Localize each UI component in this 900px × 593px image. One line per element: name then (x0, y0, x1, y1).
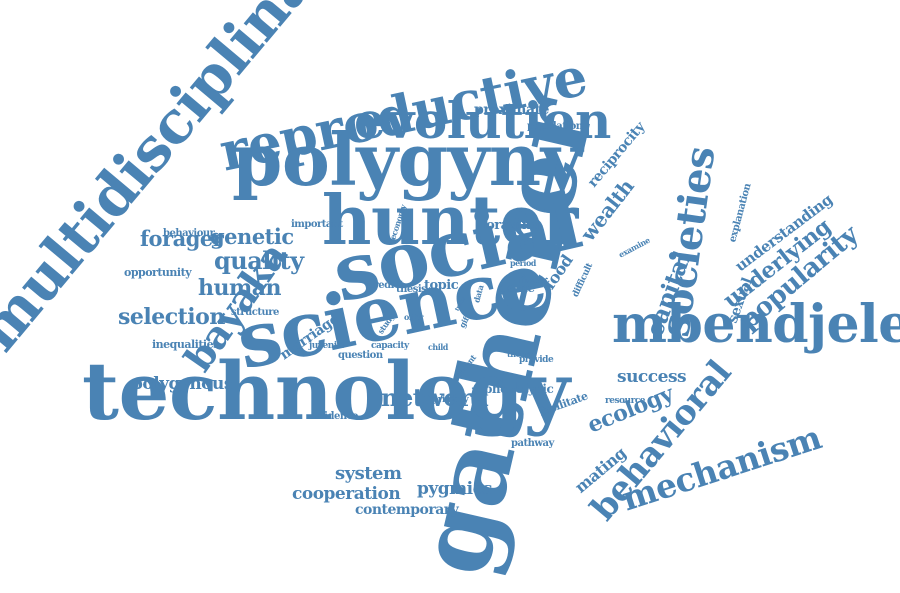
word-population: population (527, 121, 583, 132)
word-polygynous: polygynous (131, 374, 233, 394)
word-primary: primary (432, 395, 469, 405)
word-pathway: pathway (511, 438, 554, 449)
word-inequalities: inequalities (152, 338, 219, 351)
word-examine: examine (616, 234, 652, 260)
word-hunter: hunter (322, 181, 578, 261)
word-resource: resource (605, 396, 646, 406)
word-forager: forager (140, 226, 224, 251)
word-network: network (381, 383, 488, 412)
word-polygyny: polygyny (232, 117, 582, 202)
word-thesis: thesis (396, 284, 427, 295)
word-structure: structure (231, 307, 279, 318)
word-capacity: capacity (371, 341, 409, 351)
word-proximate: proximate (474, 102, 549, 118)
word-explanation: explanation (727, 182, 754, 244)
word-evidence: evidence (313, 411, 359, 422)
word-period: period (510, 258, 536, 268)
word-mbendjele: mbendjele (612, 294, 900, 355)
word-important: important (291, 219, 343, 230)
word-behaviour: behaviour (163, 228, 215, 239)
word-phenotypic: phenotypic (484, 382, 554, 396)
word-evolution: evolution (354, 91, 611, 150)
word-quality: quality (214, 246, 304, 275)
word-child: child (428, 342, 448, 352)
word-offer: offer (404, 312, 424, 322)
word-system: system (335, 463, 402, 484)
word-fitness: fitness (519, 275, 546, 285)
word-foraging: foraging (481, 218, 540, 233)
word-technology: technology (82, 344, 570, 438)
word-pygmies: pygmies (417, 479, 492, 499)
word-game: game (500, 281, 535, 295)
word-cooperation: cooperation (292, 484, 401, 504)
word-provide: provide (519, 355, 554, 365)
word-question: question (338, 350, 383, 361)
word-success: success (617, 367, 687, 387)
word-genetic: genetic (210, 224, 294, 249)
word-juvenile: juvenile (309, 341, 345, 351)
word-contemporary: contemporary (355, 502, 459, 518)
word-predict: predict (367, 280, 404, 291)
word-opportunity: opportunity (124, 266, 192, 279)
word-selection: selection (118, 304, 225, 330)
word-human: human (198, 275, 282, 301)
word-theory: theory (507, 349, 533, 359)
word-topic: topic (424, 278, 459, 293)
